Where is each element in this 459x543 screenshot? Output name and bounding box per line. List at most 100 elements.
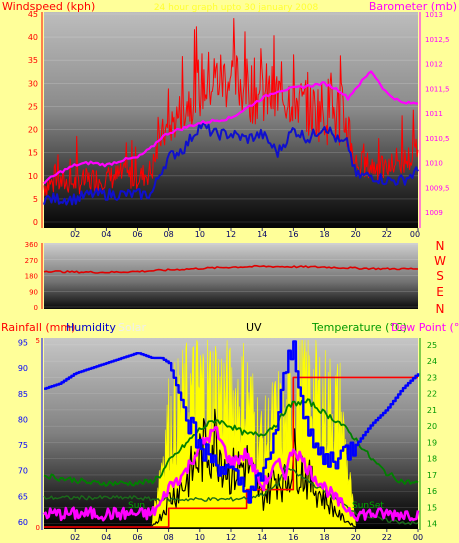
direction-tick-label: 180 [25, 273, 38, 281]
bottom-x-tick-label: 10 [195, 533, 205, 542]
sunrise-label: Sun [128, 501, 145, 511]
direction-tick-label: 270 [25, 257, 38, 265]
direction-letter-s: S [436, 269, 444, 283]
wind-tick-label: 5 [33, 195, 38, 204]
bottom-x-tick-label: 12 [226, 533, 236, 542]
wind-direction-line [43, 264, 419, 274]
temperature-tick-label: 15 [427, 503, 437, 512]
axes: 05101520253035404510091009,510101010,510… [18, 10, 450, 542]
humidity-tick-label: 95 [18, 339, 28, 348]
wind-tick-label: 10 [28, 172, 38, 181]
wind-x-tick-label: 18 [319, 230, 329, 239]
wind-plot-area [44, 12, 418, 228]
temperature-tick-label: 21 [427, 406, 437, 415]
wind-x-tick-label: 08 [164, 230, 174, 239]
bottom-x-tick-label: 16 [288, 533, 298, 542]
chart-title: 24 hour graph upto 30 january 2008 [154, 3, 319, 13]
sunset-label: SunSet [352, 501, 384, 511]
dewpoint-line [43, 465, 419, 526]
wind-tick-label: 20 [28, 126, 38, 135]
humidity-tick-label: 70 [18, 467, 28, 476]
wind-average-line [43, 122, 419, 206]
bottom-x-tick-label: 14 [257, 533, 267, 542]
temperature-tick-label: 16 [427, 487, 437, 496]
barometer-tick-label: 1010,5 [425, 135, 450, 143]
wind-tick-label: 15 [28, 149, 38, 158]
humidity-tick-label: 65 [18, 492, 28, 501]
temperature-tick-label: 17 [427, 471, 437, 480]
wind-tick-label: 25 [28, 102, 38, 111]
direction-tick-label: 360 [25, 241, 38, 249]
rainfall-axis-title: Rainfall (mm) [1, 321, 75, 334]
barometer-tick-label: 1009 [425, 209, 443, 217]
chart-marks [43, 18, 420, 528]
bottom-x-tick-label: 22 [382, 533, 392, 542]
humidity-line [44, 340, 420, 504]
direction-letter-n-bottom: N [436, 302, 445, 316]
wind-x-tick-label: 12 [226, 230, 236, 239]
barometer-axis-title: Barometer (mb) [369, 0, 457, 13]
barometer-tick-label: 1011 [425, 110, 443, 118]
wind-x-tick-label: 14 [257, 230, 267, 239]
humidity-axis-title: Humidity [66, 321, 116, 334]
bottom-x-tick-label: 06 [132, 533, 142, 542]
direction-letter-n-top: N [436, 239, 445, 253]
uv-axis-title: UV [246, 321, 262, 334]
wind-tick-label: 30 [28, 79, 38, 88]
wind-tick-label: 0 [33, 218, 38, 227]
wind-x-tick-label: 00 [410, 230, 420, 239]
humidity-tick-label: 90 [18, 364, 28, 373]
bottom-x-tick-label: 18 [319, 533, 329, 542]
wind-x-tick-label: 22 [382, 230, 392, 239]
temperature-tick-label: 20 [427, 422, 437, 431]
temperature-tick-label: 25 [427, 341, 437, 350]
bottom-x-tick-label: 00 [413, 533, 423, 542]
direction-tick-label: 90 [29, 288, 38, 296]
barometer-tick-label: 1009,5 [425, 184, 450, 192]
rainfall-line [44, 376, 418, 528]
barometer-tick-label: 1012,5 [425, 36, 450, 44]
temperature-line [43, 398, 419, 487]
temperature-tick-label: 24 [427, 357, 437, 366]
direction-letter-e: E [436, 285, 444, 299]
direction-plot-area [44, 243, 418, 309]
temperature-tick-label: 22 [427, 390, 437, 399]
solar-axis-title: Solar [118, 321, 147, 334]
temperature-axis-title: Temperature (°C) [311, 321, 407, 334]
rainfall-tick-label: 5 [36, 337, 40, 345]
humidity-tick-label: 85 [18, 390, 28, 399]
wind-tick-label: 40 [28, 33, 38, 42]
wind-x-tick-label: 20 [351, 230, 361, 239]
temperature-tick-label: 14 [427, 520, 437, 529]
direction-tick-label: 0 [34, 304, 38, 312]
temperature-tick-label: 18 [427, 455, 437, 464]
wind-gust-line [43, 18, 419, 197]
wind-x-tick-label: 02 [70, 230, 80, 239]
bottom-x-tick-label: 04 [101, 533, 111, 542]
barometer-tick-label: 1013 [425, 11, 443, 19]
temperature-tick-label: 23 [427, 373, 437, 382]
bottom-x-tick-label: 20 [351, 533, 361, 542]
humidity-tick-label: 80 [18, 415, 28, 424]
barometer-line [43, 70, 419, 185]
barometer-tick-label: 1012 [425, 61, 443, 69]
wind-x-tick-label: 04 [101, 230, 111, 239]
dewpoint-axis-title: Dew Point (°C [391, 321, 459, 334]
wind-tick-label: 35 [28, 56, 38, 65]
bottom-x-tick-label: 08 [164, 533, 174, 542]
wind-x-tick-label: 06 [132, 230, 142, 239]
humidity-tick-label: 60 [18, 518, 28, 527]
direction-letter-w: W [434, 254, 446, 268]
rainfall-tick-label: 0 [36, 524, 40, 532]
wind-x-tick-label: 10 [195, 230, 205, 239]
barometer-tick-label: 1011,5 [425, 85, 450, 93]
barometer-tick-label: 1010 [425, 160, 443, 168]
bottom-x-tick-label: 02 [70, 533, 80, 542]
humidity-tick-label: 75 [18, 441, 28, 450]
wind-x-tick-label: 16 [288, 230, 298, 239]
wind-tick-label: 45 [28, 10, 38, 19]
temperature-tick-label: 19 [427, 438, 437, 447]
windspeed-axis-title: Windspeed (kph) [2, 0, 95, 13]
